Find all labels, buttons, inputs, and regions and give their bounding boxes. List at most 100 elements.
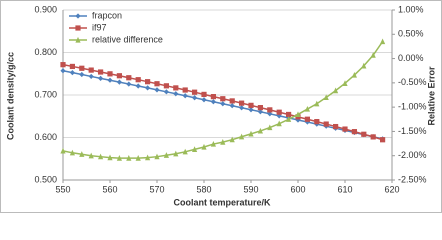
marker	[182, 148, 188, 155]
marker	[276, 120, 282, 127]
x-tick-label: 600	[290, 184, 305, 194]
marker	[116, 79, 122, 85]
marker	[380, 137, 386, 143]
marker	[60, 62, 66, 68]
marker	[182, 87, 188, 93]
marker	[88, 73, 94, 80]
marker	[333, 87, 339, 94]
y2-tick-label: -1.50%	[398, 126, 427, 136]
y-tick-label: 0.700	[34, 89, 57, 99]
marker	[361, 131, 367, 137]
y2-tick-label: 0.50%	[398, 29, 424, 39]
marker	[201, 97, 207, 103]
marker	[239, 105, 245, 111]
marker	[173, 85, 179, 91]
marker	[201, 143, 207, 150]
marker	[267, 111, 273, 117]
marker	[333, 123, 339, 130]
marker	[276, 109, 282, 115]
marker	[126, 75, 132, 81]
x-tick-label: 610	[337, 184, 352, 194]
y-tick-label: 0.500	[34, 174, 57, 184]
marker	[107, 154, 113, 161]
x-tick-label: 550	[55, 184, 70, 194]
marker	[361, 62, 367, 69]
marker	[69, 70, 75, 76]
marker	[257, 109, 263, 115]
marker	[229, 98, 235, 104]
marker	[229, 136, 235, 143]
marker	[173, 150, 179, 157]
marker	[220, 101, 226, 107]
chart: Coolant temperature/K Coolant density/g/…	[0, 0, 442, 213]
marker	[380, 38, 386, 45]
y2-tick-label: -0.50%	[398, 77, 427, 87]
marker	[88, 67, 94, 73]
marker	[135, 77, 141, 83]
marker	[98, 69, 104, 75]
x-tick-label: 590	[243, 184, 258, 194]
marker	[304, 105, 310, 112]
marker	[248, 107, 254, 113]
marker	[98, 153, 104, 160]
y2-tick-label: -1.00%	[398, 102, 427, 112]
marker	[79, 71, 85, 78]
x-tick-label: 560	[102, 184, 117, 194]
marker	[135, 155, 141, 161]
marker	[173, 91, 179, 97]
marker	[370, 134, 376, 140]
marker	[60, 147, 66, 154]
marker	[286, 111, 292, 118]
marker	[126, 155, 132, 161]
marker	[342, 126, 348, 132]
marker	[304, 119, 310, 125]
marker	[107, 71, 113, 77]
legend-marker	[75, 36, 81, 43]
marker	[107, 77, 113, 83]
x-tick-label: 620	[384, 184, 399, 194]
legend-label: frapcon	[92, 10, 122, 20]
marker	[220, 139, 226, 145]
marker	[116, 155, 122, 161]
chart-frame	[0, 0, 442, 213]
y-tick-label: 0.900	[34, 4, 57, 14]
marker	[210, 94, 216, 100]
legend-label: if97	[92, 22, 107, 32]
marker	[314, 119, 320, 125]
marker	[192, 89, 198, 95]
marker	[295, 111, 301, 118]
marker	[126, 81, 132, 87]
marker	[163, 152, 169, 158]
marker	[79, 151, 85, 157]
marker	[267, 107, 273, 113]
marker	[286, 116, 292, 122]
marker	[192, 146, 198, 152]
marker	[370, 52, 376, 58]
marker	[69, 149, 75, 156]
legend-marker	[75, 25, 81, 31]
marker	[323, 121, 329, 127]
y2-tick-label: 0.00%	[398, 53, 424, 63]
marker	[145, 79, 151, 85]
marker	[267, 124, 273, 131]
marker	[257, 127, 263, 134]
marker	[201, 91, 207, 98]
marker	[220, 96, 226, 102]
marker	[98, 75, 104, 81]
marker	[323, 94, 329, 101]
marker	[314, 100, 320, 107]
marker	[239, 100, 245, 106]
marker	[69, 63, 75, 70]
x-axis-title: Coolant temperature/K	[173, 197, 271, 207]
x-tick-label: 580	[196, 184, 211, 194]
marker	[229, 103, 235, 109]
marker	[60, 68, 66, 74]
marker	[248, 102, 254, 108]
marker	[210, 99, 216, 105]
marker	[154, 153, 160, 160]
y2-axis-title: Relative Error	[426, 66, 436, 126]
marker	[342, 80, 348, 86]
marker	[192, 95, 198, 101]
y-axis-title: Coolant density/g/cc	[5, 52, 15, 140]
marker	[154, 81, 160, 87]
